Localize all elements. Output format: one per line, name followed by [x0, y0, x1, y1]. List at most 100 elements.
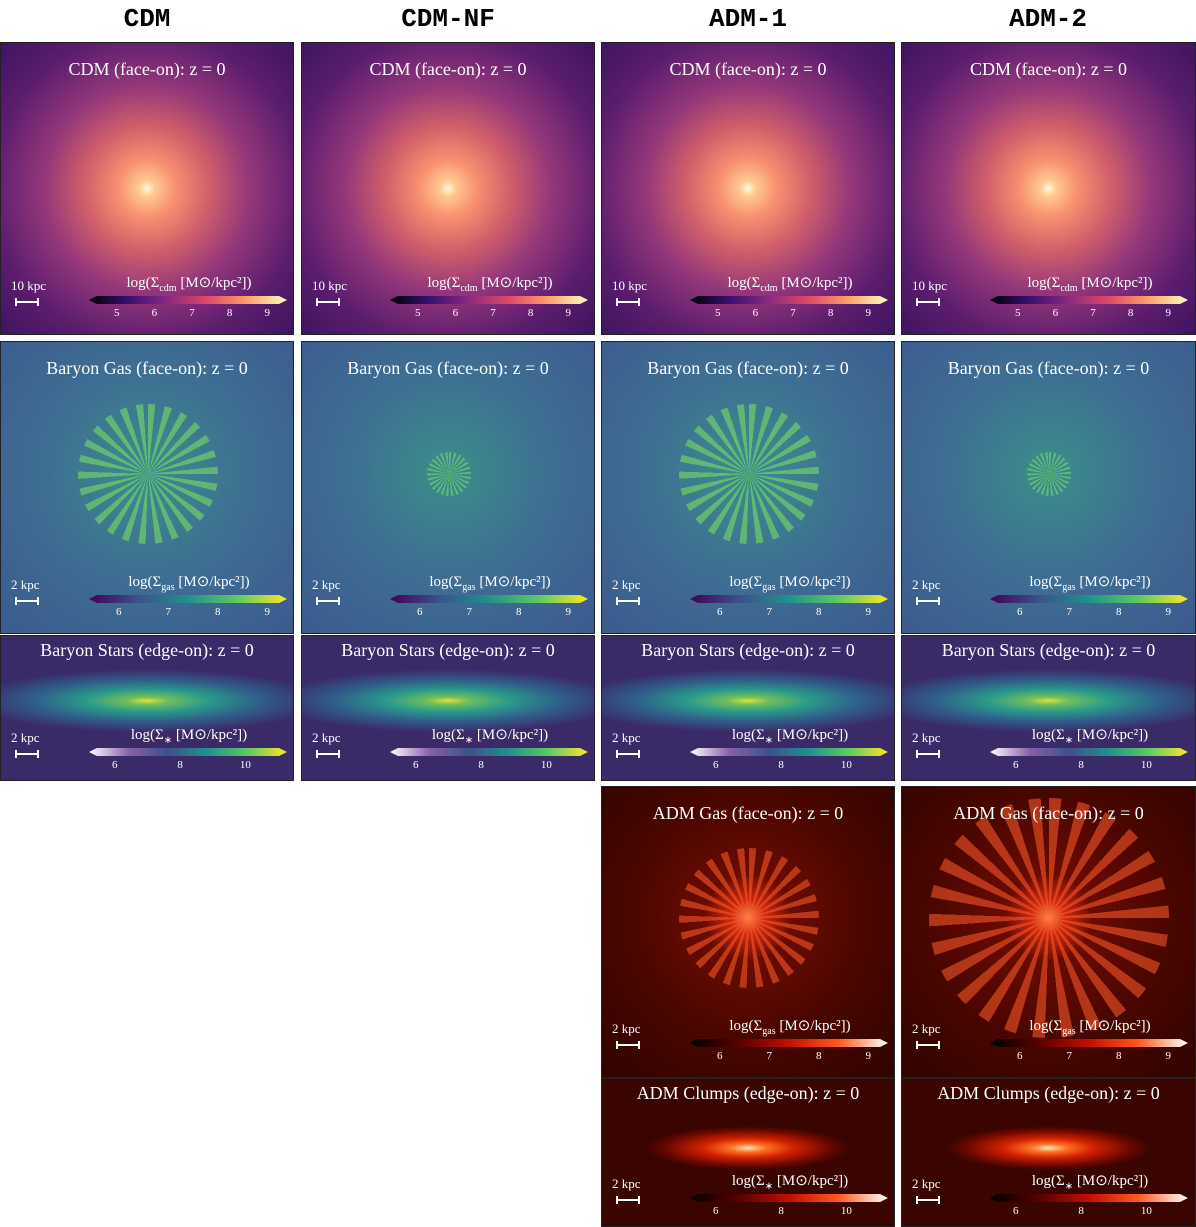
scale-bar: [616, 1196, 640, 1204]
colorbar: [690, 595, 888, 603]
colorbar-tick: 7: [165, 606, 171, 618]
colorbar-tick: 6: [1016, 1050, 1023, 1062]
colorbar-tick: 5: [113, 307, 120, 319]
colorbar-tick: 6: [115, 606, 122, 618]
colorbar: [690, 1194, 888, 1202]
colorbar-tick: 8: [778, 1205, 784, 1217]
colorbar: [990, 1194, 1188, 1202]
colorbar-tick: 7: [766, 1050, 772, 1062]
colorbar: [990, 595, 1188, 603]
label-subscript: gas: [762, 582, 776, 593]
label-text: log(Σ: [126, 275, 160, 291]
panel-title: ADM Gas (face-on): z = 0: [652, 803, 844, 823]
scale-bar: [916, 298, 940, 306]
scale-bar: [15, 750, 39, 758]
label-subscript: gas: [762, 1026, 776, 1037]
colorbar-tick: 8: [177, 759, 183, 771]
label-text: log(Σ: [427, 275, 461, 291]
spiral-structure: [1027, 451, 1071, 496]
image-panel: ADM Clumps (edge-on): z = 0 2 kpc log(Σ∗ […: [901, 1078, 1196, 1227]
scale-label: 10 kpc: [312, 278, 348, 293]
panel-title: CDM (face-on): z = 0: [969, 59, 1128, 79]
image-panel: CDM (face-on): z = 0 10 kpc log(Σcdm [M⊙/k…: [0, 42, 294, 335]
colorbar-tick: 9: [565, 606, 571, 618]
colorbar-tick: 10: [239, 759, 251, 771]
panel-title: Baryon Stars (edge-on): z = 0: [341, 640, 555, 660]
spiral-structure: [679, 848, 819, 989]
scale-label: 10 kpc: [612, 278, 648, 293]
label-subscript: ∗: [1064, 735, 1074, 746]
label-text: [M⊙/kpc²]): [475, 574, 551, 590]
colorbar-tick: 6: [416, 606, 423, 618]
label-text: log(Σ: [731, 727, 765, 743]
scale-bar: [616, 597, 640, 605]
scale-bar: [316, 750, 340, 758]
label-subscript: ∗: [163, 735, 173, 746]
scale-label: 2 kpc: [312, 730, 341, 745]
label-subscript: cdm: [1060, 283, 1078, 294]
colorbar-label: log(Σgas [M⊙/kpc²]): [990, 1016, 1190, 1037]
colorbar-tick: 8: [1115, 606, 1122, 618]
colorbar-label: log(Σcdm [M⊙/kpc²]): [390, 273, 590, 294]
image-panel: ADM Gas (face-on): z = 0 2 kpc log(Σgas [M…: [901, 786, 1196, 1078]
colorbar-tick: 8: [226, 307, 233, 319]
colorbar-tick: 8: [815, 1050, 822, 1062]
colorbar-tick: 9: [865, 606, 871, 618]
scale-bar: [616, 750, 640, 758]
scale-label: 2 kpc: [312, 577, 341, 592]
scale-label: 2 kpc: [912, 577, 941, 592]
colorbar-tick: 6: [1012, 1205, 1019, 1217]
colorbar-tick: 6: [1052, 307, 1059, 319]
scale-bar: [316, 597, 340, 605]
image-panel: Baryon Gas (face-on): z = 0 2 kpc log(Σgas…: [901, 341, 1196, 634]
colorbar-tick: 7: [1066, 1050, 1072, 1062]
image-panel: Baryon Gas (face-on): z = 0 2 kpc log(Σgas…: [601, 341, 895, 634]
label-text: log(Σ: [729, 1018, 763, 1034]
colorbar: [990, 748, 1188, 756]
spiral-structure: [78, 403, 218, 544]
panel-title: CDM (face-on): z = 0: [369, 59, 527, 79]
image-panel: Baryon Stars (edge-on): z = 0 2 kpc log(Σ∗…: [601, 635, 895, 781]
label-text: log(Σ: [731, 1173, 765, 1189]
colorbar-tick: 7: [466, 606, 472, 618]
spiral-structure: [929, 798, 1169, 1039]
image-panel: ADM Clumps (edge-on): z = 0 2 kpc log(Σ∗ […: [601, 1078, 895, 1227]
column-header: ADM-2: [1008, 4, 1087, 34]
colorbar-label: log(Σ∗ [M⊙/kpc²]): [390, 725, 590, 746]
scale-bar: [916, 1041, 940, 1049]
panel-title: ADM Clumps (edge-on): z = 0: [636, 1083, 860, 1103]
scale-bar: [916, 597, 940, 605]
scale-label: 10 kpc: [11, 278, 47, 293]
colorbar-tick: 6: [712, 1205, 719, 1217]
colorbar-tick: 6: [111, 759, 118, 771]
colorbar-tick: 6: [1012, 759, 1019, 771]
label-text: log(Σ: [1029, 1018, 1063, 1034]
colorbar-label: log(Σcdm [M⊙/kpc²]): [89, 273, 289, 294]
colorbar-tick: 10: [840, 759, 852, 771]
label-text: log(Σ: [729, 574, 763, 590]
scale-bar: [616, 298, 640, 306]
scale-label: 2 kpc: [912, 1021, 941, 1036]
panel-title: Baryon Gas (face-on): z = 0: [46, 358, 248, 378]
column-header: ADM-1: [708, 4, 787, 34]
colorbar-label: log(Σ∗ [M⊙/kpc²]): [690, 1171, 890, 1192]
colorbar-label: log(Σ∗ [M⊙/kpc²]): [89, 725, 289, 746]
colorbar-tick: 7: [189, 307, 195, 319]
colorbar-label: log(Σgas [M⊙/kpc²]): [89, 572, 289, 593]
colorbar-tick: 9: [865, 307, 871, 319]
colorbar-label: log(Σgas [M⊙/kpc²]): [390, 572, 590, 593]
panel-title: Baryon Gas (face-on): z = 0: [947, 358, 1150, 378]
colorbar-tick: 9: [264, 307, 270, 319]
label-text: log(Σ: [1027, 275, 1061, 291]
colorbar-label: log(Σgas [M⊙/kpc²]): [690, 572, 890, 593]
panel-title: Baryon Stars (edge-on): z = 0: [40, 640, 254, 660]
label-text: log(Σ: [431, 727, 465, 743]
colorbar-label: log(Σgas [M⊙/kpc²]): [990, 572, 1190, 593]
scale-bar: [316, 298, 340, 306]
image-panel: CDM (face-on): z = 0 10 kpc log(Σcdm [M⊙/k…: [901, 42, 1196, 335]
panel-title: Baryon Gas (face-on): z = 0: [647, 358, 849, 378]
panel-title: CDM (face-on): z = 0: [68, 59, 226, 79]
label-text: [M⊙/kpc²]): [1073, 727, 1149, 743]
column-header: CDM: [123, 4, 171, 34]
colorbar: [390, 595, 588, 603]
